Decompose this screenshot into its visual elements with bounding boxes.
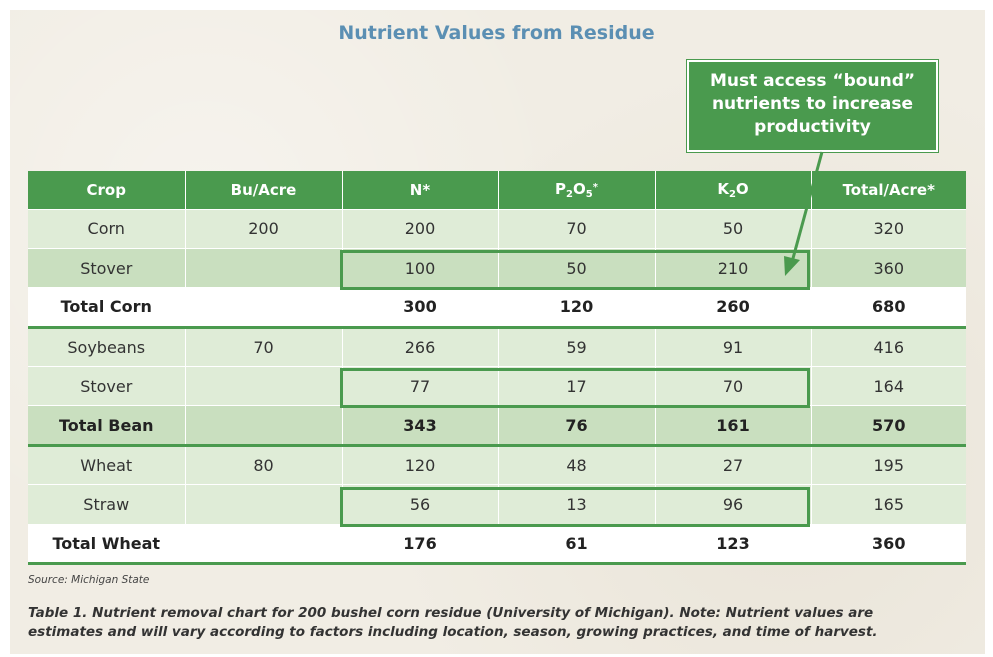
cell-k: 123 [655, 523, 812, 566]
cell-k: 27 [655, 444, 812, 485]
cell-bu [185, 366, 343, 406]
nutrient-table: Crop Bu/Acre N* P2O5* K2O Total/Acre* Co… [28, 171, 966, 566]
header-k-sub: 2 [728, 188, 736, 200]
cell-crop: Corn [28, 208, 186, 249]
caption-line-2: estimates and will vary according to fac… [28, 624, 878, 640]
cell-crop: Straw [28, 484, 186, 525]
cell-bu [185, 405, 343, 447]
cell-n: 100 [342, 247, 499, 288]
cell-p: 13 [498, 484, 656, 525]
header-p-sub-5: 5 [585, 188, 593, 200]
table-row: Straw 56 13 96 165 [28, 484, 966, 525]
cell-n: 200 [342, 208, 499, 249]
cell-k: 91 [655, 326, 812, 367]
cell-n: 266 [342, 326, 499, 367]
table-row-total: Total Bean 343 76 161 570 [28, 405, 966, 447]
cell-bu [185, 484, 343, 525]
caption-line-1: Table 1. Nutrient removal chart for 200 … [28, 605, 874, 621]
cell-k: 70 [655, 366, 812, 406]
table-header-row: Crop Bu/Acre N* P2O5* K2O Total/Acre* [28, 171, 966, 209]
header-p-sub-2: 2 [566, 188, 573, 200]
cell-k: 260 [655, 287, 812, 329]
cell-total: 680 [811, 287, 966, 329]
cell-crop: Wheat [28, 444, 186, 485]
cell-crop: Stover [28, 366, 186, 406]
cell-bu: 200 [185, 208, 343, 249]
header-bu-acre: Bu/Acre [185, 171, 343, 209]
cell-p: 48 [498, 444, 656, 485]
cell-bu [185, 523, 343, 566]
cell-p: 17 [498, 366, 656, 406]
header-crop: Crop [28, 171, 186, 209]
table-row: Wheat 80 120 48 27 195 [28, 444, 966, 485]
cell-bu: 80 [185, 444, 343, 485]
cell-k: 96 [655, 484, 812, 525]
cell-crop: Soybeans [28, 326, 186, 367]
header-p-star: * [592, 181, 598, 193]
cell-total: 320 [811, 208, 966, 249]
cell-n: 77 [342, 366, 499, 406]
header-k-o: O [735, 179, 749, 198]
callout-line-2: nutrients to increase [711, 94, 914, 114]
cell-bu [185, 287, 343, 329]
header-nitrogen: N* [342, 171, 499, 209]
cell-p: 59 [498, 326, 656, 367]
cell-p: 76 [498, 405, 656, 447]
table-row: Stover 77 17 70 164 [28, 366, 966, 406]
cell-total: 360 [811, 247, 966, 288]
callout-line-1: Must access “bound” [709, 71, 916, 91]
header-p: P [555, 179, 567, 198]
cell-p: 61 [498, 523, 656, 566]
cell-p: 70 [498, 208, 656, 249]
cell-p: 50 [498, 247, 656, 288]
page-title: Nutrient Values from Residue [338, 22, 655, 44]
callout-box: Must access “bound” nutrients to increas… [687, 60, 938, 152]
cell-total: 416 [811, 326, 966, 367]
cell-total: 195 [811, 444, 966, 485]
table-row: Stover 100 50 210 360 [28, 247, 966, 288]
cell-bu: 70 [185, 326, 343, 367]
cell-p: 120 [498, 287, 656, 329]
header-potash: K2O [655, 171, 812, 209]
header-p-o: O [573, 179, 586, 198]
cell-total: 570 [811, 405, 966, 447]
cell-k: 210 [655, 247, 812, 288]
table-row-total: Total Corn 300 120 260 680 [28, 287, 966, 329]
cell-total: 164 [811, 366, 966, 406]
table-row-total: Total Wheat 176 61 123 360 [28, 523, 966, 566]
header-total-acre: Total/Acre* [811, 171, 966, 209]
header-k: K [717, 179, 729, 198]
cell-bu [185, 247, 343, 288]
cell-crop: Total Corn [28, 287, 186, 329]
source-note: Source: Michigan State [28, 574, 150, 586]
cell-n: 120 [342, 444, 499, 485]
cell-total: 165 [811, 484, 966, 525]
header-phosphate: P2O5* [498, 171, 656, 209]
cell-total: 360 [811, 523, 966, 566]
cell-n: 176 [342, 523, 499, 566]
cell-crop: Total Bean [28, 405, 186, 447]
cell-n: 343 [342, 405, 499, 447]
callout-line-3: productivity [754, 117, 871, 137]
cell-crop: Total Wheat [28, 523, 186, 566]
cell-crop: Stover [28, 247, 186, 288]
table-row: Corn 200 200 70 50 320 [28, 208, 966, 249]
table-caption: Table 1. Nutrient removal chart for 200 … [28, 604, 973, 642]
cell-k: 50 [655, 208, 812, 249]
cell-n: 56 [342, 484, 499, 525]
cell-n: 300 [342, 287, 499, 329]
cell-k: 161 [655, 405, 812, 447]
table-row: Soybeans 70 266 59 91 416 [28, 326, 966, 367]
